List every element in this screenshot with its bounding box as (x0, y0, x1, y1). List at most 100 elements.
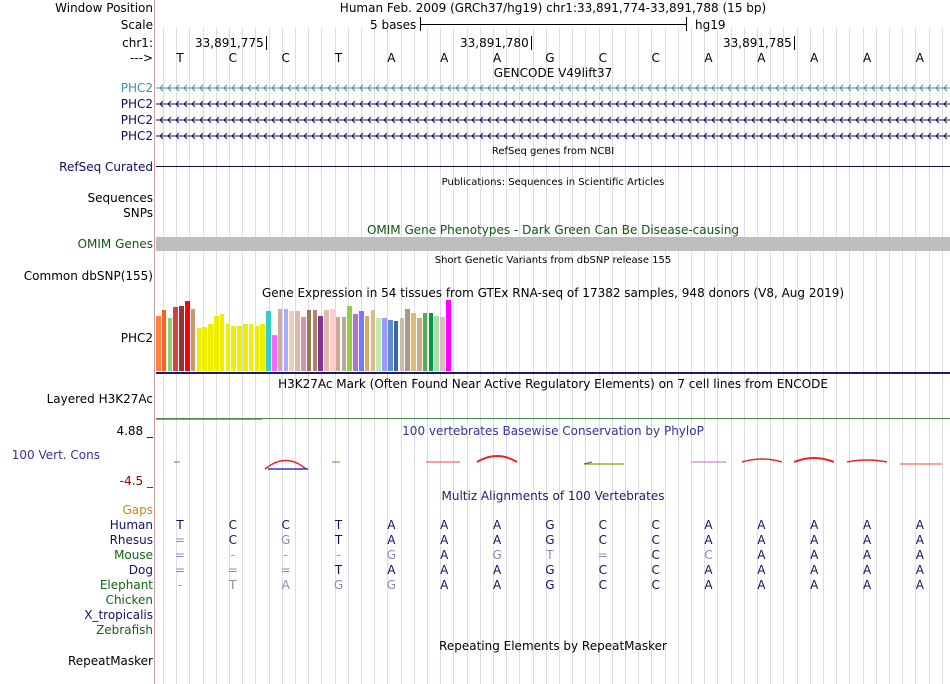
gtex-bar[interactable] (196, 328, 202, 371)
gtex-bar[interactable] (382, 318, 387, 371)
gtex-bar[interactable] (370, 310, 376, 371)
coord-tick: 33,891,785 (723, 36, 795, 50)
gtex-bar[interactable] (434, 316, 439, 371)
gtex-bar[interactable] (231, 326, 236, 371)
gtex-bar[interactable] (254, 326, 260, 371)
gridline (928, 28, 930, 684)
alignment-base: T (334, 563, 343, 577)
repeatmasker-title: Repeating Elements by RepeatMasker (439, 639, 667, 653)
gtex-label[interactable]: PHC2 (120, 331, 153, 345)
species-label[interactable]: Zebrafish (96, 623, 153, 637)
gtex-bar[interactable] (214, 316, 219, 371)
species-label[interactable]: X_tropicalis (84, 608, 153, 622)
alignment-base: C (651, 563, 660, 577)
gtex-bar[interactable] (219, 314, 225, 371)
gtex-bar[interactable] (417, 318, 422, 371)
omim-label[interactable]: OMIM Genes (77, 237, 153, 251)
refseq-label[interactable]: RefSeq Curated (59, 160, 153, 174)
species-label[interactable]: Mouse (114, 548, 153, 562)
gtex-bar[interactable] (411, 313, 416, 371)
gtex-bar[interactable] (318, 316, 323, 371)
gtex-bar[interactable] (405, 309, 410, 371)
alignment-base: = (280, 563, 291, 577)
gtex-bar[interactable] (335, 317, 341, 371)
alignment-base: A (440, 518, 449, 532)
gtex-bar[interactable] (422, 313, 428, 371)
species-label[interactable]: Human (109, 518, 153, 532)
gtex-bar-chart[interactable] (156, 300, 556, 371)
gtex-bar[interactable] (156, 316, 161, 371)
gtex-bar[interactable] (283, 309, 289, 371)
dbsnp-label[interactable]: Common dbSNP(155) (23, 269, 153, 283)
gtex-bar[interactable] (289, 311, 294, 371)
gridline (664, 28, 666, 684)
gtex-bar[interactable] (301, 317, 306, 371)
gtex-bar[interactable] (208, 324, 213, 371)
gtex-bar[interactable] (341, 317, 347, 371)
gtex-bar[interactable] (248, 324, 254, 371)
gtex-bar[interactable] (237, 326, 242, 371)
gtex-bar[interactable] (440, 317, 445, 371)
gencode-transcript-line[interactable] (156, 99, 950, 109)
gtex-bar[interactable] (295, 311, 300, 371)
species-label[interactable]: Dog (128, 563, 153, 577)
gtex-bar[interactable] (167, 318, 173, 371)
gencode-transcript-label[interactable]: PHC2 (120, 97, 153, 111)
species-label[interactable]: Rhesus (109, 533, 153, 547)
gtex-bar[interactable] (428, 313, 434, 371)
gridline (532, 28, 534, 684)
gtex-bar[interactable] (330, 309, 335, 371)
gencode-transcript-label[interactable]: PHC2 (120, 81, 153, 95)
species-label[interactable]: Chicken (105, 593, 153, 607)
gtex-bar[interactable] (306, 310, 312, 371)
base-letter: A (757, 51, 766, 65)
gridline (651, 28, 653, 684)
gencode-transcript-line[interactable] (156, 131, 950, 141)
snps-label[interactable]: SNPs (123, 206, 153, 220)
gtex-bar[interactable] (347, 306, 352, 371)
gtex-bar[interactable] (364, 316, 370, 371)
gtex-bar[interactable] (312, 310, 318, 371)
gtex-bar[interactable] (353, 314, 358, 371)
gtex-bar[interactable] (173, 307, 178, 371)
gtex-bar[interactable] (376, 318, 381, 371)
gtex-bar[interactable] (399, 318, 405, 371)
dbsnp-title: Short Genetic Variants from dbSNP releas… (434, 255, 672, 266)
gtex-bar[interactable] (272, 335, 277, 371)
gtex-bar[interactable] (225, 324, 231, 371)
species-label[interactable]: Gaps (122, 503, 153, 517)
gencode-transcript-label[interactable]: PHC2 (120, 129, 153, 143)
repeatmasker-label[interactable]: RepeatMasker (67, 654, 153, 668)
sequences-label[interactable]: Sequences (87, 191, 153, 205)
alignment-base: A (810, 578, 819, 592)
gtex-bar[interactable] (388, 320, 393, 371)
scale-bar (420, 17, 687, 31)
alignment-base: G (386, 548, 397, 562)
gtex-bar[interactable] (277, 309, 283, 371)
gencode-transcript-label[interactable]: PHC2 (120, 113, 153, 127)
alignment-base: A (704, 518, 713, 532)
omim-feature-bar[interactable] (156, 237, 950, 251)
cons-wiggle[interactable] (156, 440, 950, 485)
gtex-bar[interactable] (393, 321, 399, 371)
cons-label[interactable]: 100 Vert. Cons (11, 448, 100, 462)
gtex-bar[interactable] (161, 310, 167, 371)
gtex-bar[interactable] (260, 324, 265, 371)
h3k27ac-label[interactable]: Layered H3K27Ac (46, 392, 153, 406)
window-position-value[interactable]: Human Feb. 2009 (GRCh37/hg19) chr1:33,89… (339, 1, 767, 15)
gtex-bar[interactable] (324, 310, 329, 371)
gtex-bar[interactable] (359, 311, 364, 371)
gridline (242, 28, 244, 684)
gtex-bar[interactable] (179, 306, 184, 371)
alignment-base: G (545, 578, 555, 592)
gtex-bar[interactable] (243, 324, 248, 371)
gencode-transcript-line[interactable] (156, 115, 950, 125)
gtex-bar[interactable] (446, 300, 451, 371)
species-label[interactable]: Elephant (99, 578, 153, 592)
gtex-bar[interactable] (202, 327, 207, 371)
gtex-bar[interactable] (266, 311, 271, 371)
gtex-bar[interactable] (190, 309, 196, 371)
gtex-bar[interactable] (185, 301, 190, 371)
alignment-base: C (598, 563, 607, 577)
gencode-transcript-line[interactable] (156, 83, 950, 93)
